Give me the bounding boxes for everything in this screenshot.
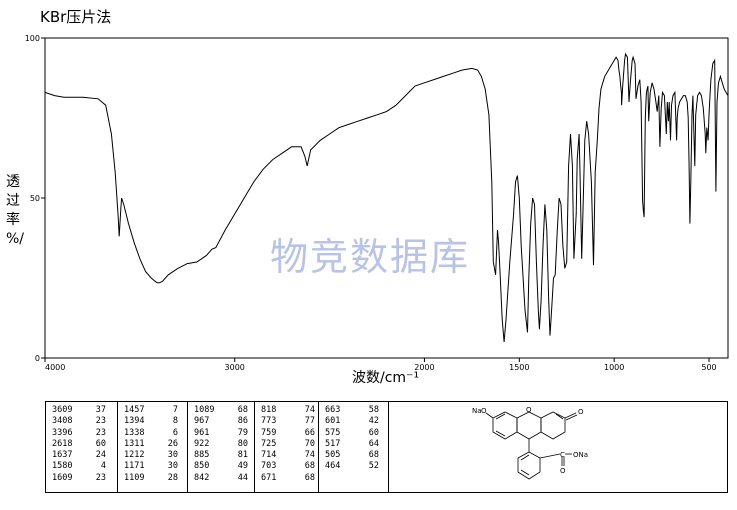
peak-table-row: 842 44 [194,472,248,483]
peak-table-row: 601 42 [325,416,379,427]
chart-title: KBr压片法 [40,8,112,26]
peak-table-row: 1580 4 [52,461,106,472]
peak-table-row: 818 74 [261,405,315,415]
peak-table-row: 967 86 [194,416,248,427]
peak-table-row: 759 66 [261,427,315,438]
peak-table-row: 1109 28 [124,472,178,483]
x-tick-label: 3000 [225,363,245,372]
peak-table-row: 1212 30 [124,450,178,461]
peak-table-row: 575 60 [325,427,379,438]
peak-table-row: 671 68 [261,472,315,483]
peak-table-row: 1637 24 [52,450,106,461]
x-tick-label: 500 [701,363,716,372]
peak-table-row: 714 74 [261,450,315,461]
watermark: 物竞数据库 [270,235,470,279]
structure-label-o-right: O [578,408,584,416]
peak-table-row: 3396 23 [52,427,106,438]
peak-table-row: 1609 23 [52,472,106,483]
peak-table-row: 517 64 [325,438,379,449]
peak-table-row: 961 79 [194,427,248,438]
molecular-structure: Na O O O C ONa O [472,406,588,480]
y-axis-title-line-3: 率 [6,211,20,228]
peak-table-row: 505 68 [325,450,379,461]
structure-label-o-bottom: O [560,467,566,475]
peak-table-column-5: 663 58 601 42 575 60 517 64 505 68 464 52 [319,402,389,492]
x-tick-label: 1000 [604,363,624,372]
x-tick-label: 1500 [509,363,529,372]
y-axis-ticks: 0 50 100 [25,34,45,363]
structure-label-o-left: O [481,407,487,415]
x-axis-title: 波数/cm⁻¹ [352,370,419,386]
peak-table-column-2: 1457 7 1394 8 1338 6 1311 26 1212 30 1171 30 1… [118,402,188,492]
peak-table-column-1: 3609 37 3408 23 3396 23 2618 60 1637 24 1580 4… [46,402,118,492]
y-axis-title-line-2: 过 [6,193,20,209]
spectrum-series-line [44,52,729,343]
peak-table-row: 885 81 [194,450,248,461]
plot-frame [44,37,729,359]
structure-label-o-ring: O [526,406,532,414]
peak-table: 3609 37 3408 23 3396 23 2618 60 1637 24 1580 4… [45,401,728,493]
y-axis-title-line-1: 透 [6,174,20,190]
peak-table-row: 663 58 [325,405,379,415]
peak-table-row: 464 52 [325,461,379,472]
peak-table-row: 3408 23 [52,416,106,427]
x-axis-ticks: 4000 3000 2000 1500 1000 500 [44,358,717,372]
peak-table-column-4: 818 74 773 77 759 66 725 70 714 74 703 68 671 6… [255,402,319,492]
peak-table-row: 773 77 [261,416,315,427]
x-tick-label: 4000 [45,363,65,372]
y-tick-label: 100 [25,34,40,43]
structure-label-ona: ONa [573,451,588,459]
peak-table-row: 1457 7 [124,405,178,415]
peak-table-row: 1394 8 [124,416,178,427]
peak-table-row: 850 49 [194,461,248,472]
peak-table-row: 1311 26 [124,438,178,449]
peak-table-row: 1338 6 [124,427,178,438]
peak-table-row: 922 80 [194,438,248,449]
x-tick-label: 2000 [414,363,434,372]
peak-table-row: 1171 30 [124,461,178,472]
structure-label-na-left: Na [472,407,482,415]
y-axis-title-line-4: %/ [6,231,24,247]
y-tick-label: 0 [35,354,40,363]
peak-table-row: 725 70 [261,438,315,449]
y-tick-label: 50 [30,194,40,203]
peak-table-column-3: 1089 68 967 86 961 79 922 80 885 81 850 49 842… [188,402,255,492]
peak-table-row: 703 68 [261,461,315,472]
structure-label-c: C [560,451,565,459]
peak-table-row: 1089 68 [194,405,248,415]
spectrum-chart: 物竞数据库 4000 3000 2000 1500 1000 500 0 50 100 波数/… [6,34,729,386]
y-axis-title: 透 过 率 %/ [6,174,24,247]
peak-table-row: 2618 60 [52,438,106,449]
peak-table-row: 3609 37 [52,405,106,415]
